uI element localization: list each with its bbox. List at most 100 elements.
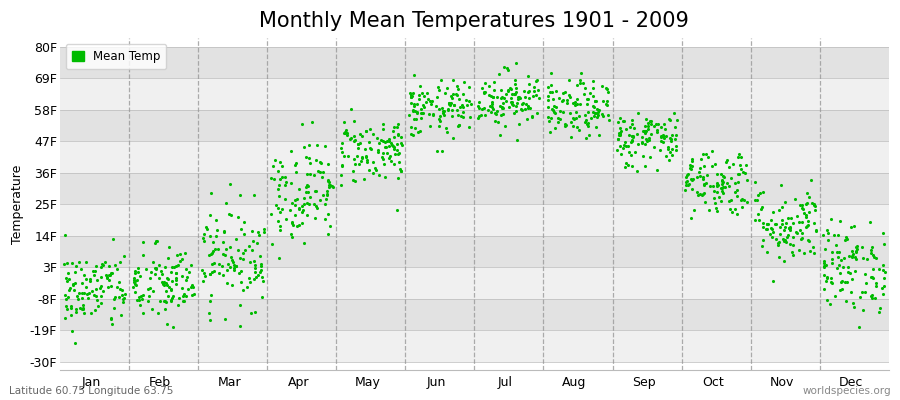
Point [867, 254, 881, 260]
Point [618, 126, 633, 132]
Point [388, 150, 402, 157]
Point [846, 251, 860, 257]
Point [88, 267, 103, 274]
Point [112, 286, 127, 292]
Point [338, 129, 352, 136]
Point [67, 287, 81, 293]
Point [842, 268, 856, 275]
Point [508, 108, 523, 115]
Point [302, 155, 317, 161]
Point [858, 288, 872, 295]
Point [512, 121, 526, 127]
Point [355, 133, 369, 140]
Point [833, 286, 848, 293]
Point [439, 125, 454, 132]
Point [59, 260, 74, 266]
Point [382, 138, 396, 144]
Point [763, 230, 778, 237]
Point [158, 299, 173, 306]
Point [148, 271, 162, 277]
Point [131, 297, 146, 303]
Point [173, 258, 187, 264]
Point [272, 193, 286, 199]
Point [165, 295, 179, 301]
Point [875, 285, 889, 291]
Point [748, 196, 762, 203]
Point [784, 214, 798, 221]
Point [643, 118, 657, 124]
Point [321, 179, 336, 185]
Point [254, 267, 268, 273]
Point [589, 98, 603, 104]
Point [670, 116, 684, 123]
Point [789, 229, 804, 236]
Point [472, 105, 487, 112]
Point [302, 201, 317, 207]
Point [596, 97, 610, 104]
Point [528, 78, 543, 84]
Point [655, 139, 670, 146]
Point [75, 290, 89, 297]
Point [182, 269, 196, 276]
Point [806, 202, 821, 208]
Point [473, 112, 488, 118]
Point [72, 259, 86, 265]
Point [546, 107, 561, 113]
Point [314, 174, 328, 180]
Point [472, 112, 486, 119]
Point [226, 267, 240, 274]
Point [716, 190, 730, 196]
Point [313, 160, 328, 167]
Point [65, 260, 79, 266]
Point [292, 222, 306, 228]
Point [558, 123, 572, 129]
Point [116, 298, 130, 305]
Point [453, 104, 467, 110]
Point [405, 92, 419, 99]
Point [185, 292, 200, 298]
Point [430, 147, 445, 154]
Point [717, 174, 732, 180]
Point [450, 107, 464, 114]
Point [795, 219, 809, 225]
Point [549, 103, 563, 110]
Point [238, 246, 253, 253]
Point [310, 205, 325, 211]
Point [551, 118, 565, 125]
Point [715, 180, 729, 187]
Point [76, 290, 91, 296]
Point [322, 223, 337, 230]
Point [654, 124, 669, 131]
Point [821, 237, 835, 243]
Point [410, 101, 424, 107]
Point [546, 103, 561, 110]
Point [859, 280, 873, 286]
Point [804, 177, 818, 184]
Point [795, 234, 809, 241]
Point [354, 158, 368, 164]
Point [338, 129, 353, 135]
Point [285, 219, 300, 226]
Point [273, 158, 287, 165]
Point [796, 210, 811, 216]
Point [224, 212, 238, 218]
Point [662, 116, 676, 122]
Point [695, 192, 709, 198]
Point [508, 103, 523, 110]
Point [70, 296, 85, 302]
Point [489, 110, 503, 117]
Point [783, 241, 797, 248]
Point [730, 193, 744, 200]
Point [186, 284, 201, 290]
Point [798, 212, 813, 218]
Point [236, 286, 250, 293]
Point [148, 239, 162, 246]
Point [766, 209, 780, 215]
Point [859, 271, 873, 278]
Point [347, 178, 362, 184]
Point [402, 112, 417, 118]
Point [128, 281, 142, 287]
Point [161, 276, 176, 282]
Point [139, 265, 153, 272]
Point [358, 128, 373, 134]
